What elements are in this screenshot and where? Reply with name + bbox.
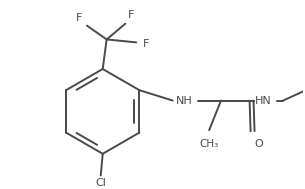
Text: Cl: Cl xyxy=(95,178,106,188)
Text: F: F xyxy=(143,39,149,49)
Text: HN: HN xyxy=(255,96,272,105)
Text: O: O xyxy=(254,139,263,149)
Text: CH₃: CH₃ xyxy=(199,139,219,149)
Text: F: F xyxy=(76,13,82,23)
Text: F: F xyxy=(128,10,135,20)
Text: NH: NH xyxy=(176,96,193,105)
